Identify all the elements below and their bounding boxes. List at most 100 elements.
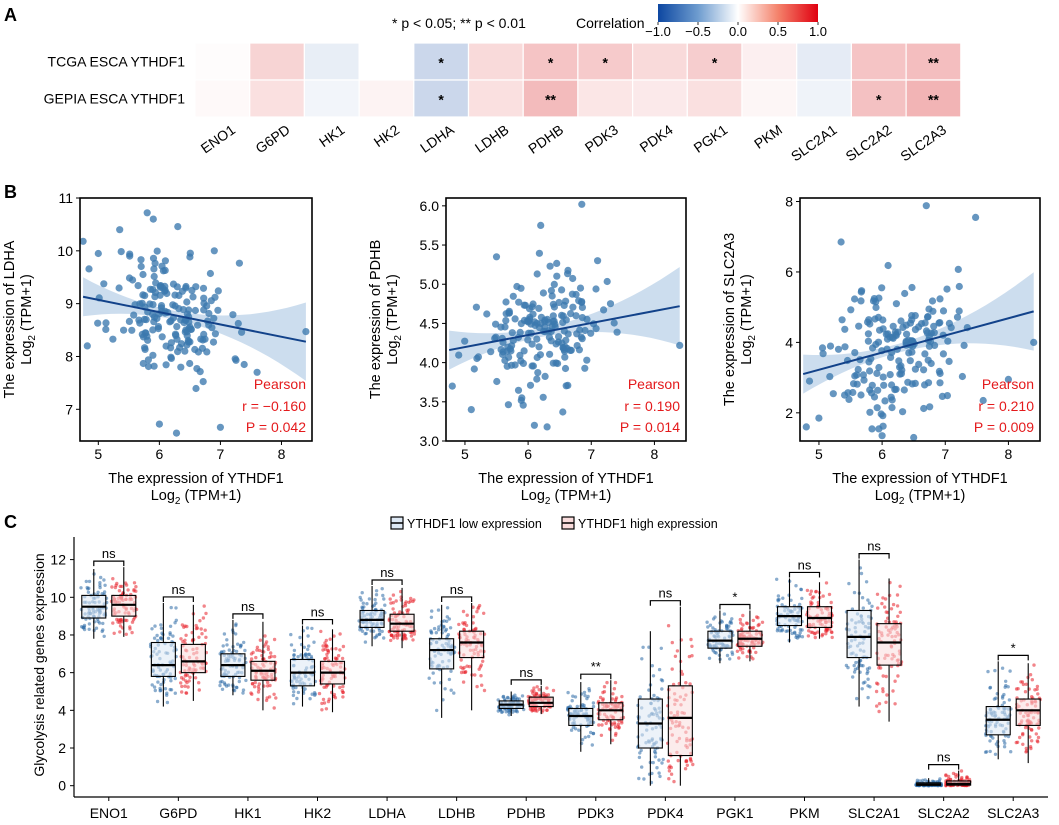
- scatter-point: [880, 381, 888, 389]
- box-jitter-point: [918, 779, 922, 783]
- box-jitter-point: [403, 636, 407, 640]
- scatter-point: [892, 385, 900, 393]
- box-jitter-point: [234, 632, 238, 636]
- x-tick-label: PDK4: [647, 805, 684, 821]
- box-low: [846, 609, 872, 659]
- box-jitter-point: [501, 695, 505, 699]
- confidence-band: [803, 272, 1034, 394]
- box-jitter-point: [620, 721, 624, 725]
- y-axis-label-scale: Log2 (TPM+1): [385, 274, 404, 365]
- box-jitter-point: [689, 637, 693, 642]
- scatter-point: [102, 325, 110, 333]
- scatter-point: [896, 363, 904, 371]
- scatter-point: [818, 344, 827, 352]
- heatmap-cell: [631, 79, 688, 118]
- box-jitter-point: [725, 653, 730, 658]
- box-jitter-point: [448, 626, 453, 630]
- box-jitter-point: [881, 596, 885, 600]
- box-jitter-point: [220, 687, 225, 691]
- box-jitter-point: [324, 638, 328, 643]
- scatter-point: [94, 249, 102, 258]
- box-jitter-point: [988, 685, 993, 690]
- box-jitter-point: [179, 676, 184, 680]
- box-jitter-point: [590, 743, 594, 747]
- scatter-point: [541, 372, 549, 380]
- box-jitter-point: [341, 684, 345, 689]
- scatter-point: [205, 309, 213, 318]
- box-jitter-point: [657, 758, 661, 762]
- box-jitter-point: [551, 688, 556, 693]
- significance-label: ns: [311, 605, 325, 620]
- scatter-point: [234, 319, 242, 328]
- scatter-point: [533, 375, 541, 383]
- box-jitter-point: [434, 631, 438, 635]
- scatter-point: [847, 306, 855, 314]
- scatter-point: [543, 423, 551, 431]
- scatter-point: [116, 226, 124, 234]
- heatmap-star: **: [545, 92, 556, 108]
- box-jitter-point: [896, 614, 900, 618]
- box-jitter-point: [752, 646, 756, 650]
- box-low: [150, 641, 176, 677]
- box-jitter-point: [827, 592, 832, 597]
- scatter-point: [939, 307, 948, 315]
- scatter-point: [958, 372, 967, 381]
- box-jitter-point: [867, 601, 872, 605]
- box-jitter-point: [237, 679, 241, 684]
- scatter-point: [235, 259, 243, 267]
- box-jitter-point: [365, 602, 369, 606]
- box-jitter-point: [893, 679, 897, 683]
- box-jitter-point: [641, 645, 645, 649]
- box-jitter-point: [745, 654, 749, 659]
- box-jitter-point: [452, 691, 456, 695]
- scatter-point: [892, 331, 900, 340]
- box-jitter-point: [310, 626, 314, 631]
- x-tick-label: 6: [155, 446, 163, 462]
- box-jitter-point: [325, 652, 329, 657]
- box-jitter-point: [741, 623, 745, 627]
- box-jitter-point: [965, 776, 969, 780]
- scatter-point: [199, 378, 207, 386]
- legend-tick-label: 0.5: [769, 24, 787, 39]
- y-axis-label-log: Log: [19, 341, 35, 365]
- box-jitter-point: [481, 659, 485, 663]
- box-jitter-point: [1008, 669, 1012, 673]
- box-jitter-point: [102, 578, 106, 582]
- box-jitter-point: [569, 728, 574, 732]
- box-jitter-point: [660, 687, 664, 691]
- box-jitter-point: [812, 595, 816, 599]
- scatter-point: [533, 353, 541, 362]
- box-jitter-point: [218, 680, 223, 684]
- box-jitter-point: [179, 681, 183, 685]
- y-tick-label: 8: [65, 348, 73, 364]
- scatter-point: [841, 343, 849, 351]
- box-jitter-point: [598, 695, 603, 700]
- box-jitter-point: [306, 652, 311, 657]
- scatter-point: [143, 209, 151, 217]
- box-jitter-point: [637, 755, 642, 760]
- heatmap-panel: * p < 0.05; ** p < 0.01 Correlation −1.0…: [44, 4, 962, 164]
- box-jitter-point: [760, 620, 765, 624]
- scatter-point: [906, 357, 914, 365]
- legend-tick-label: −0.5: [685, 24, 711, 39]
- heatmap-cell: [686, 79, 743, 118]
- box-jitter-point: [688, 756, 693, 761]
- box-jitter-point: [898, 610, 902, 614]
- box-jitter-point: [640, 657, 644, 661]
- box-jitter-point: [265, 684, 270, 688]
- heatmap-column-label: G6PD: [252, 121, 292, 156]
- scatter-point: [559, 318, 567, 326]
- box-jitter-point: [373, 636, 377, 640]
- box-jitter-point: [756, 623, 760, 628]
- x-axis-label-unit: (TPM+1): [180, 488, 241, 504]
- scatter-point: [578, 303, 587, 311]
- box-jitter-point: [689, 759, 693, 763]
- box-jitter-point: [1034, 732, 1039, 736]
- box-jitter-point: [854, 660, 858, 665]
- scatter-point: [878, 284, 886, 292]
- box-jitter-point: [944, 773, 948, 778]
- box-jitter-point: [640, 765, 644, 769]
- box-jitter-point: [155, 699, 160, 704]
- scatter-point: [569, 303, 577, 311]
- box-jitter-point: [566, 690, 570, 695]
